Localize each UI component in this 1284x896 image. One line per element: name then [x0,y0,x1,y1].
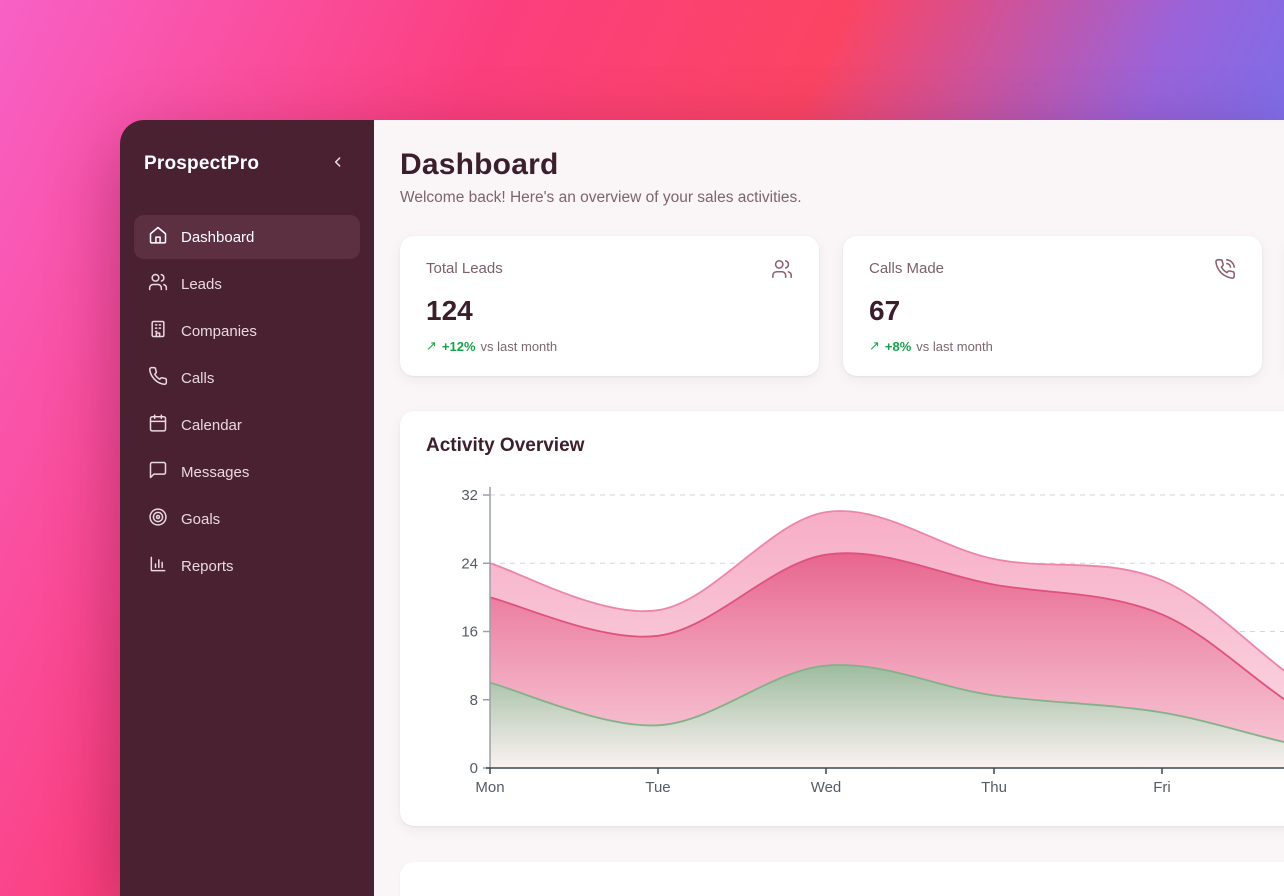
sidebar-item-label: Dashboard [181,228,255,246]
svg-text:Mon: Mon [475,779,504,796]
svg-text:Thu: Thu [981,779,1007,796]
sidebar-collapse-button[interactable] [326,150,350,177]
calendar-icon [148,413,168,437]
stat-label: Calls Made [869,260,945,277]
svg-text:Fri: Fri [1153,779,1171,796]
chevron-left-icon [330,154,346,173]
sidebar-item-calls[interactable]: Calls [134,356,360,400]
bottom-card-partial [400,862,1284,896]
sidebar-item-label: Companies [181,322,257,340]
sidebar-item-messages[interactable]: Messages [134,450,360,494]
home-icon [148,225,168,249]
sidebar-item-dashboard[interactable]: Dashboard [134,215,360,259]
trend-note: vs last month [916,338,993,354]
sidebar-item-label: Goals [181,510,221,528]
sidebar-header: ProspectPro [134,142,360,183]
stat-trend: ↗ +8% vs last month [869,338,1236,354]
stat-value: 124 [426,295,473,326]
building-icon [148,319,168,343]
phone-icon [148,366,168,390]
sidebar-item-label: Messages [181,463,250,481]
users-icon [771,258,793,285]
chart-title: Activity Overview [426,435,585,456]
app-logo-text: ProspectPro [144,152,260,174]
svg-text:24: 24 [461,555,478,572]
sidebar-item-goals[interactable]: Goals [134,497,360,541]
svg-text:0: 0 [470,760,478,777]
stat-trend: ↗ +12% vs last month [426,338,793,354]
app-window: ProspectPro Dashboard Leads [120,120,1284,896]
stat-label: Total Leads [426,260,503,277]
svg-text:Tue: Tue [645,779,670,796]
sidebar-nav: Dashboard Leads Companies Calls [134,215,360,588]
page-subtitle: Welcome back! Here's an overview of your… [400,189,802,206]
svg-text:32: 32 [461,487,478,504]
sidebar-item-label: Reports [181,557,234,575]
stat-card-calls-made: Calls Made 67 ↗ +8% vs last month [843,236,1262,376]
sidebar-item-companies[interactable]: Companies [134,309,360,353]
svg-text:8: 8 [470,692,478,709]
trend-percent: +12% [441,338,476,354]
bar-chart-icon [148,554,168,578]
activity-area-chart: 08162432MonTueWedThuFriSatSun [426,469,1284,804]
page-title: Dashboard [400,148,559,181]
message-icon [148,460,168,484]
trend-up-icon: ↗ [869,338,880,353]
stats-row: Total Leads 124 ↗ +12% vs last month C [400,236,1284,376]
svg-text:Wed: Wed [811,779,842,796]
sidebar-item-calendar[interactable]: Calendar [134,403,360,447]
sidebar-item-label: Leads [181,275,222,293]
stat-card-total-leads: Total Leads 124 ↗ +12% vs last month [400,236,819,376]
activity-overview-card: Activity Overview 0 8 16 24 32 Mon Tue Wed Thu Fr… [400,411,1284,826]
target-icon [148,507,168,531]
trend-up-icon: ↗ [426,338,437,353]
sidebar-item-label: Calls [181,369,215,387]
users-icon [148,272,168,296]
sidebar-item-label: Calendar [181,416,242,434]
sidebar-item-reports[interactable]: Reports [134,544,360,588]
sidebar: ProspectPro Dashboard Leads [120,120,374,896]
stat-value: 67 [869,295,901,326]
svg-text:16: 16 [461,624,478,641]
main-content: Dashboard Welcome back! Here's an overvi… [374,120,1284,896]
trend-percent: +8% [884,338,912,354]
trend-note: vs last month [480,338,558,354]
sidebar-item-leads[interactable]: Leads [134,262,360,306]
phone-call-icon [1214,258,1236,285]
